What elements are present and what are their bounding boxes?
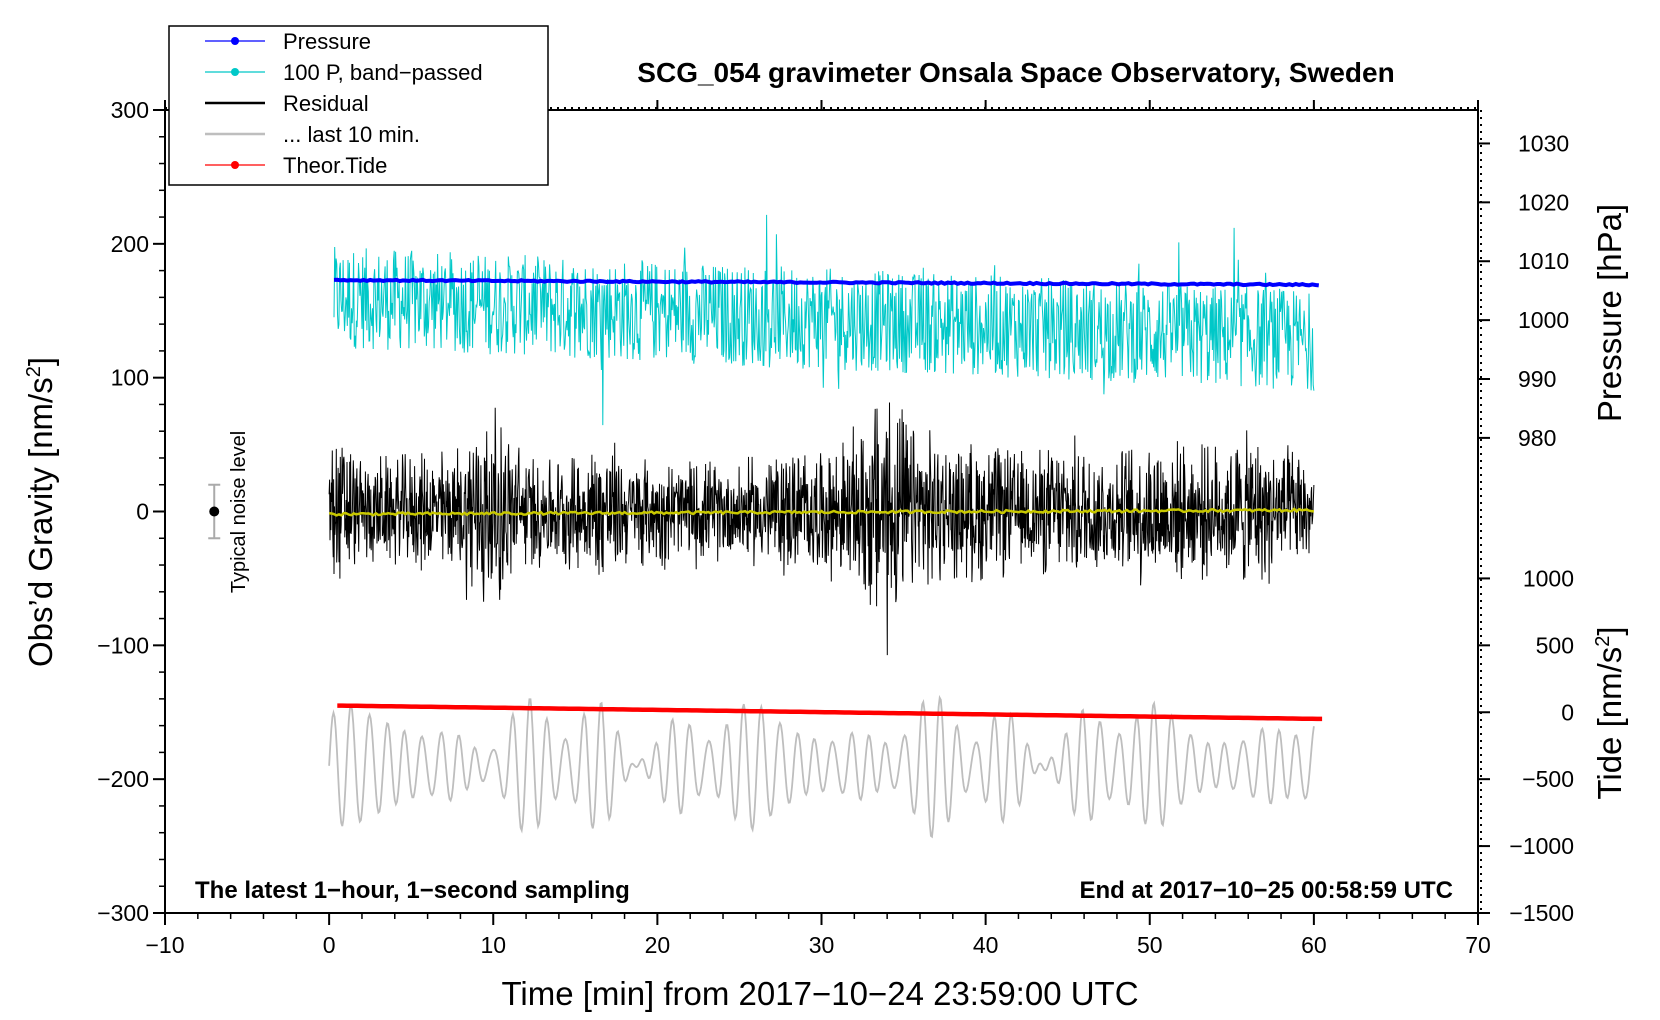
tide-axis-label-main: Tide [nm/s [1591, 647, 1628, 800]
x-tick-label: 20 [645, 932, 671, 958]
tide-tick-label: 0 [1561, 699, 1574, 725]
legend: Pressure 100 P, band−passed Residual ... la… [168, 25, 549, 186]
legend-label: Residual [283, 91, 369, 116]
tide-tick-label: −1500 [1509, 900, 1574, 926]
x-tick-label: 10 [480, 932, 506, 958]
legend-label: Theor.Tide [283, 153, 387, 178]
series-theoretical-tide [337, 703, 1323, 722]
tide-axis-label-sup: 2 [1592, 636, 1614, 647]
series-pressure-bandpassed [333, 214, 1315, 426]
pressure-tick-label: 1030 [1518, 130, 1569, 156]
legend-marker [231, 68, 239, 76]
y-axis-label-end: ] [22, 357, 59, 366]
y-tick-label: −300 [97, 900, 149, 926]
noise-level-label: Typical noise level [228, 431, 250, 593]
y-tick-label: 100 [111, 365, 149, 391]
tide-tick-label: −500 [1522, 766, 1574, 792]
pressure-tick-label: 990 [1518, 366, 1556, 392]
x-tick-label: 40 [973, 932, 999, 958]
legend-marker [231, 161, 239, 169]
legend-label: Pressure [283, 29, 371, 54]
axes-layer: −10 0 10 20 30 40 50 60 70−300−200−1000100200300… [97, 97, 1574, 958]
y-tick-label: −200 [97, 766, 149, 792]
y-tick-label: −100 [97, 632, 149, 658]
pressure-tick-label: 1000 [1518, 307, 1569, 333]
y-axis-label-sup: 2 [23, 366, 45, 377]
series-last-10-min [328, 694, 1315, 839]
tide-tick-label: 500 [1536, 632, 1574, 658]
legend-label: 100 P, band−passed [283, 60, 483, 85]
tide-axis-label: Tide [nm/s2] [1591, 626, 1628, 799]
series-pressure [333, 277, 1320, 288]
series-residual-smoothed [329, 507, 1315, 517]
note-end-time: End at 2017−10−25 00:58:59 UTC [1079, 877, 1453, 904]
data-layer [208, 214, 1323, 839]
pressure-axis-label: Pressure [hPa] [1591, 204, 1628, 422]
x-tick-label: 50 [1137, 932, 1163, 958]
y-axis-label-main: Obs’d Gravity [nm/s [22, 377, 59, 667]
legend-marker [231, 37, 239, 45]
pressure-tick-label: 1010 [1518, 248, 1569, 274]
y-tick-label: 0 [136, 499, 149, 525]
y-tick-label: 200 [111, 231, 149, 257]
y-tick-label: 300 [111, 97, 149, 123]
series-residual [328, 402, 1315, 656]
note-sampling: The latest 1−hour, 1−second sampling [195, 877, 630, 904]
y-axis-label: Obs’d Gravity [nm/s2] [22, 357, 59, 667]
noise-bar-dot [209, 506, 220, 517]
pressure-tick-label: 980 [1518, 425, 1556, 451]
x-tick-label: −10 [145, 932, 184, 958]
x-axis-label: Time [min] from 2017−10−24 23:59:00 UTC [501, 975, 1138, 1012]
x-tick-label: 30 [809, 932, 835, 958]
x-tick-label: 0 [323, 932, 336, 958]
x-tick-label: 70 [1465, 932, 1491, 958]
tide-axis-label-end: ] [1591, 626, 1628, 635]
legend-label: ... last 10 min. [283, 122, 420, 147]
x-tick-label: 60 [1301, 932, 1327, 958]
pressure-tick-label: 1020 [1518, 189, 1569, 215]
chart-title: SCG_054 gravimeter Onsala Space Observat… [637, 57, 1394, 88]
tide-tick-label: −1000 [1509, 833, 1574, 859]
legend-box [168, 25, 549, 186]
tide-tick-label: 1000 [1523, 565, 1574, 591]
